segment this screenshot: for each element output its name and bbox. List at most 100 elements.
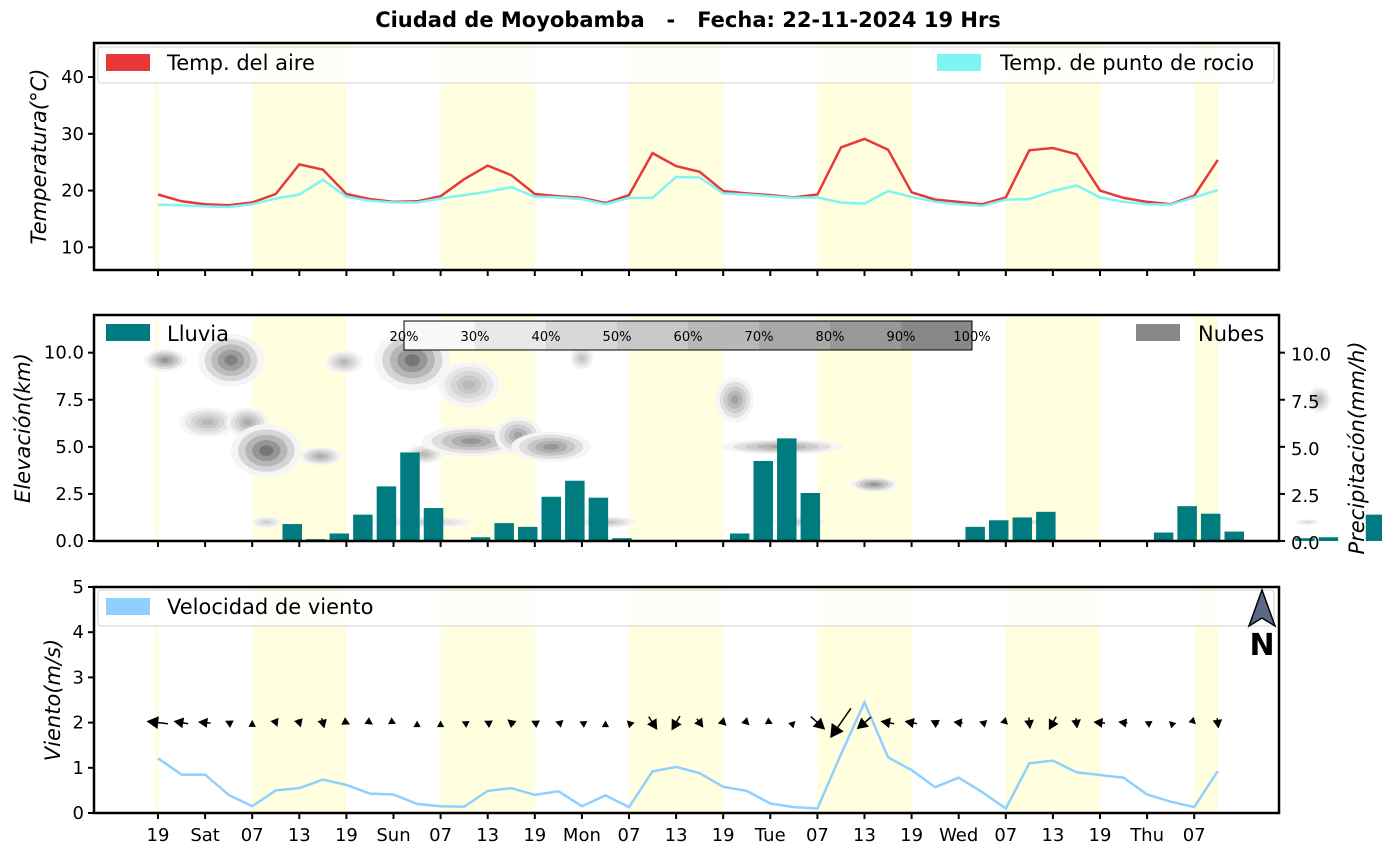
temperature-panel: Temp. del aire Temp. de punto de rocio Tem…	[27, 41, 1281, 276]
legend-label: Velocidad de viento	[167, 595, 373, 619]
wind-arrow	[880, 717, 895, 729]
wind-arrow	[1118, 718, 1128, 728]
x-tick-label: 13	[288, 825, 311, 846]
legend-swatch-dew	[937, 54, 981, 71]
wind-arrow	[1144, 720, 1153, 728]
colorbar-segment	[901, 321, 973, 350]
x-tick-label: 19	[147, 825, 170, 846]
colorbar-label: 50%	[603, 330, 632, 345]
daylight-band	[629, 315, 724, 541]
x-tick-label: Wed	[939, 825, 978, 846]
wind-arrow	[341, 717, 351, 725]
rain-bar	[541, 496, 562, 541]
legend-label: Temp. del aire	[166, 51, 315, 75]
daylight-band	[817, 315, 912, 541]
colorbar-segment	[688, 321, 760, 350]
wind-arrow	[694, 717, 704, 728]
wind-arrow	[248, 719, 256, 727]
wind-arrow	[507, 719, 517, 729]
cloud-contour	[579, 356, 585, 361]
axes-frame	[92, 41, 1281, 272]
rain-bar	[517, 526, 538, 541]
legend-swatch-air	[106, 54, 150, 71]
x-tick-label: 13	[1041, 825, 1064, 846]
axes-frame	[92, 585, 1281, 815]
series-line-dew-point	[157, 175, 1219, 209]
y-tick-label: 10	[61, 237, 84, 258]
rain-bar	[753, 460, 773, 541]
rain-bar	[965, 526, 985, 541]
x-tick-label: 19	[900, 825, 923, 846]
x-tick-label: 07	[241, 825, 264, 846]
wind-arrow	[555, 720, 564, 728]
wind-arrow	[904, 718, 918, 729]
y-tick-label: 0	[73, 803, 84, 824]
legend-box	[97, 589, 1275, 627]
y-tick-label: 20	[61, 181, 84, 202]
y-axis-label: Viento(m/s)	[41, 639, 65, 761]
wind-arrow	[531, 720, 540, 728]
x-tick-label: 19	[523, 825, 546, 846]
rain-bar	[1012, 517, 1033, 541]
y-tick-label-right: 0.0	[1291, 533, 1320, 554]
rain-bar	[988, 520, 1009, 541]
wind-arrow	[979, 720, 988, 728]
compass-north-icon	[1247, 587, 1277, 628]
cloud-contour	[263, 521, 270, 524]
wind-arrow	[270, 717, 279, 727]
wind-arrow	[225, 720, 234, 728]
x-tick-label: 19	[335, 825, 358, 846]
rain-bar	[1200, 513, 1221, 541]
cloud-contour	[869, 482, 879, 487]
y-tick-label: 0.0	[55, 531, 84, 552]
x-tick-label: Sun	[376, 825, 410, 846]
x-tick-label: 19	[1089, 825, 1112, 846]
series-line-air-temp	[157, 137, 1219, 207]
cloud-contour	[462, 380, 475, 390]
wind-arrow	[1212, 718, 1223, 729]
compass-label: N	[1249, 628, 1274, 663]
wind-arrow	[830, 707, 852, 739]
wind-arrow	[647, 716, 658, 730]
rain-bar	[494, 523, 514, 541]
cloud-contour	[316, 454, 325, 459]
rain-bar	[612, 538, 632, 541]
y-axis-label: Elevación(km)	[11, 353, 35, 503]
rain-bar	[777, 438, 797, 541]
wind-arrow	[1188, 716, 1196, 725]
x-tick-label: 07	[806, 825, 829, 846]
y-tick-label: 2.5	[55, 484, 84, 505]
cloud-contour	[201, 419, 214, 426]
y-tick-label-right: 7.5	[1291, 392, 1320, 413]
wind-arrow	[436, 720, 445, 728]
y-tick-label-right: 2.5	[1291, 486, 1320, 507]
colorbar-frame	[403, 320, 973, 351]
cloud-contour	[404, 354, 420, 367]
colorbar-label: 80%	[816, 330, 845, 345]
wind-arrow	[413, 720, 421, 728]
cloud-rain-panel: 20% 30% 40% 50% 60% 70% 80% 90% 100% Lluvia Nubes E…	[11, 313, 1382, 555]
daylight-band-edge	[155, 315, 159, 541]
wind-arrow	[146, 716, 168, 730]
daylight-band-edge	[155, 43, 159, 270]
colorbar-segment	[546, 321, 618, 350]
wind-arrow	[953, 718, 963, 728]
chart-title: Ciudad de Moyobamba - Fecha: 22-11-2024 …	[375, 8, 1001, 32]
cloud-contour	[461, 438, 482, 445]
y-tick-label: 1	[73, 758, 84, 779]
rain-bar	[329, 533, 350, 541]
wind-arrow	[671, 715, 682, 731]
wind-arrow	[388, 717, 396, 725]
x-tick-label: Mon	[563, 825, 601, 846]
wind-arrow	[741, 717, 750, 726]
daylight-band	[1005, 315, 1100, 541]
wind-arrow	[601, 720, 610, 728]
wind-arrow	[1168, 720, 1177, 729]
wind-arrow	[198, 717, 211, 728]
colorbar-segment	[475, 321, 547, 350]
cloud-contour	[420, 452, 428, 457]
legend-swatch-wind	[106, 598, 150, 615]
wind-arrow	[1048, 716, 1059, 730]
wind-arrow	[764, 717, 773, 725]
cloud-contour	[1316, 397, 1322, 403]
